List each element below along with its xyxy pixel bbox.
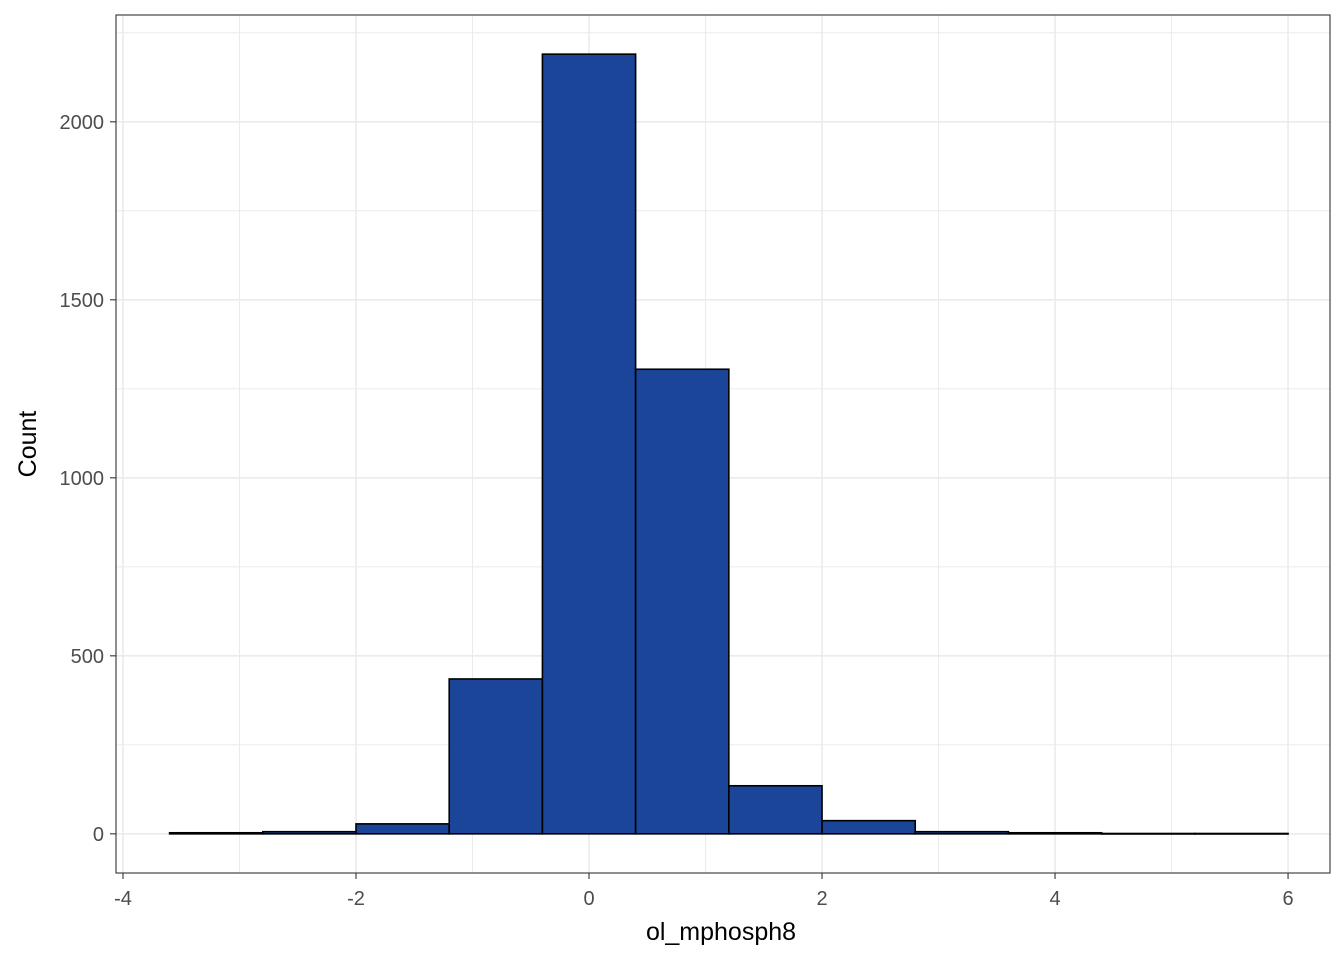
histogram-bar xyxy=(355,823,451,835)
histogram-bar xyxy=(541,53,637,835)
y-axis-ticks: 0 500 1000 1500 2000 xyxy=(60,112,116,846)
histogram-bar xyxy=(634,368,730,835)
histogram-bar xyxy=(914,830,1010,835)
histogram-bar xyxy=(1194,832,1289,835)
x-axis-title: ol_mphosph8 xyxy=(646,918,796,946)
x-tick-label: 6 xyxy=(1282,888,1293,910)
x-tick-label: 0 xyxy=(583,888,594,910)
histogram-bars xyxy=(168,53,1289,835)
y-axis-title: Count xyxy=(14,411,42,478)
y-tick-label: 500 xyxy=(71,646,104,668)
histogram-bar xyxy=(1007,831,1103,835)
panel-border xyxy=(115,14,1331,874)
y-tick-label: 1500 xyxy=(60,290,105,312)
x-axis-ticks: -4 -2 0 2 4 6 xyxy=(114,873,1294,910)
histogram-bar xyxy=(728,784,823,835)
x-tick-label: 2 xyxy=(816,888,827,910)
histogram-bar xyxy=(1100,832,1196,835)
histogram-bar xyxy=(448,678,544,835)
y-tick-label: 1000 xyxy=(60,468,105,490)
x-tick-label: 4 xyxy=(1049,888,1060,910)
y-tick-label: 0 xyxy=(93,824,104,846)
histogram-bar xyxy=(821,819,917,835)
x-tick-label: -4 xyxy=(114,888,132,910)
histogram-bar xyxy=(261,830,357,835)
y-tick-label: 2000 xyxy=(60,112,105,134)
x-tick-label: -2 xyxy=(347,888,365,910)
histogram-bar xyxy=(168,831,264,835)
